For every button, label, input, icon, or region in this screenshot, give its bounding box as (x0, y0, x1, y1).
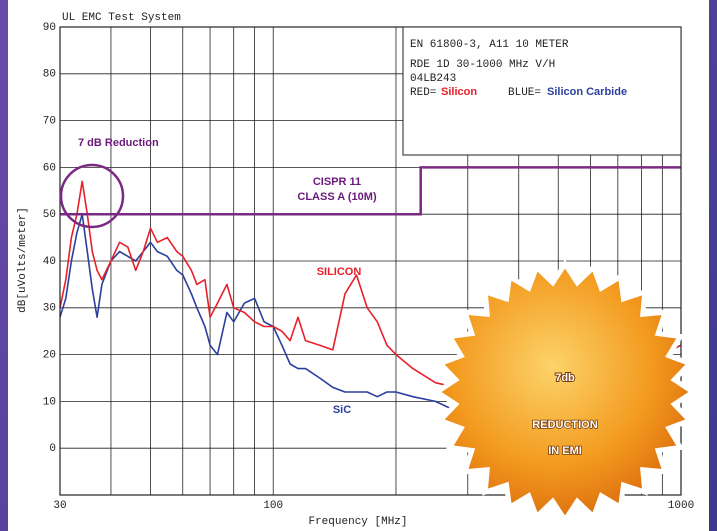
annotation: 7 dB Reduction (78, 137, 159, 149)
y-tick-label: 60 (43, 162, 56, 174)
annotation: CLASS A (10M) (297, 191, 377, 203)
y-tick-label: 0 (49, 443, 56, 455)
y-tick-label: 90 (43, 22, 56, 34)
x-tick-label: 1000 (668, 500, 694, 512)
annotation: CISPR 11 (313, 176, 361, 188)
y-axis-label: dB[uVolts/meter] (17, 207, 29, 313)
info-line: RDE 1D 30-1000 MHz V/H (410, 59, 555, 71)
page: UL EMC Test System EN 61800-3, A11 10 ME… (0, 0, 717, 531)
x-axis-label: Frequency [MHz] (308, 516, 407, 528)
y-tick-label: 40 (43, 256, 56, 268)
legend-prefix: BLUE= (508, 87, 541, 99)
badge-text: REDUCTION (532, 419, 597, 431)
badge-text: 7db (555, 372, 575, 384)
annotation: SiC (333, 404, 351, 416)
chart: UL EMC Test System EN 61800-3, A11 10 ME… (0, 0, 717, 531)
legend-prefix: RED= (410, 87, 436, 99)
annotation: SILICON (317, 266, 362, 278)
y-tick-label: 20 (43, 350, 56, 362)
y-tick-label: 30 (43, 303, 56, 315)
y-tick-label: 70 (43, 116, 56, 128)
y-tick-label: 50 (43, 209, 56, 221)
info-line: 04LB243 (410, 73, 456, 85)
legend-entry: Silicon Carbide (547, 86, 627, 98)
y-tick-label: 10 (43, 396, 56, 408)
info-line: EN 61800-3, A11 10 METER (410, 39, 569, 51)
y-tick-label: 80 (43, 69, 56, 81)
legend-entry: Silicon (441, 86, 477, 98)
x-tick-label: 100 (263, 500, 283, 512)
badge-text: IN EMI (548, 445, 582, 457)
chart-title: UL EMC Test System (62, 12, 181, 24)
x-tick-label: 30 (53, 500, 66, 512)
